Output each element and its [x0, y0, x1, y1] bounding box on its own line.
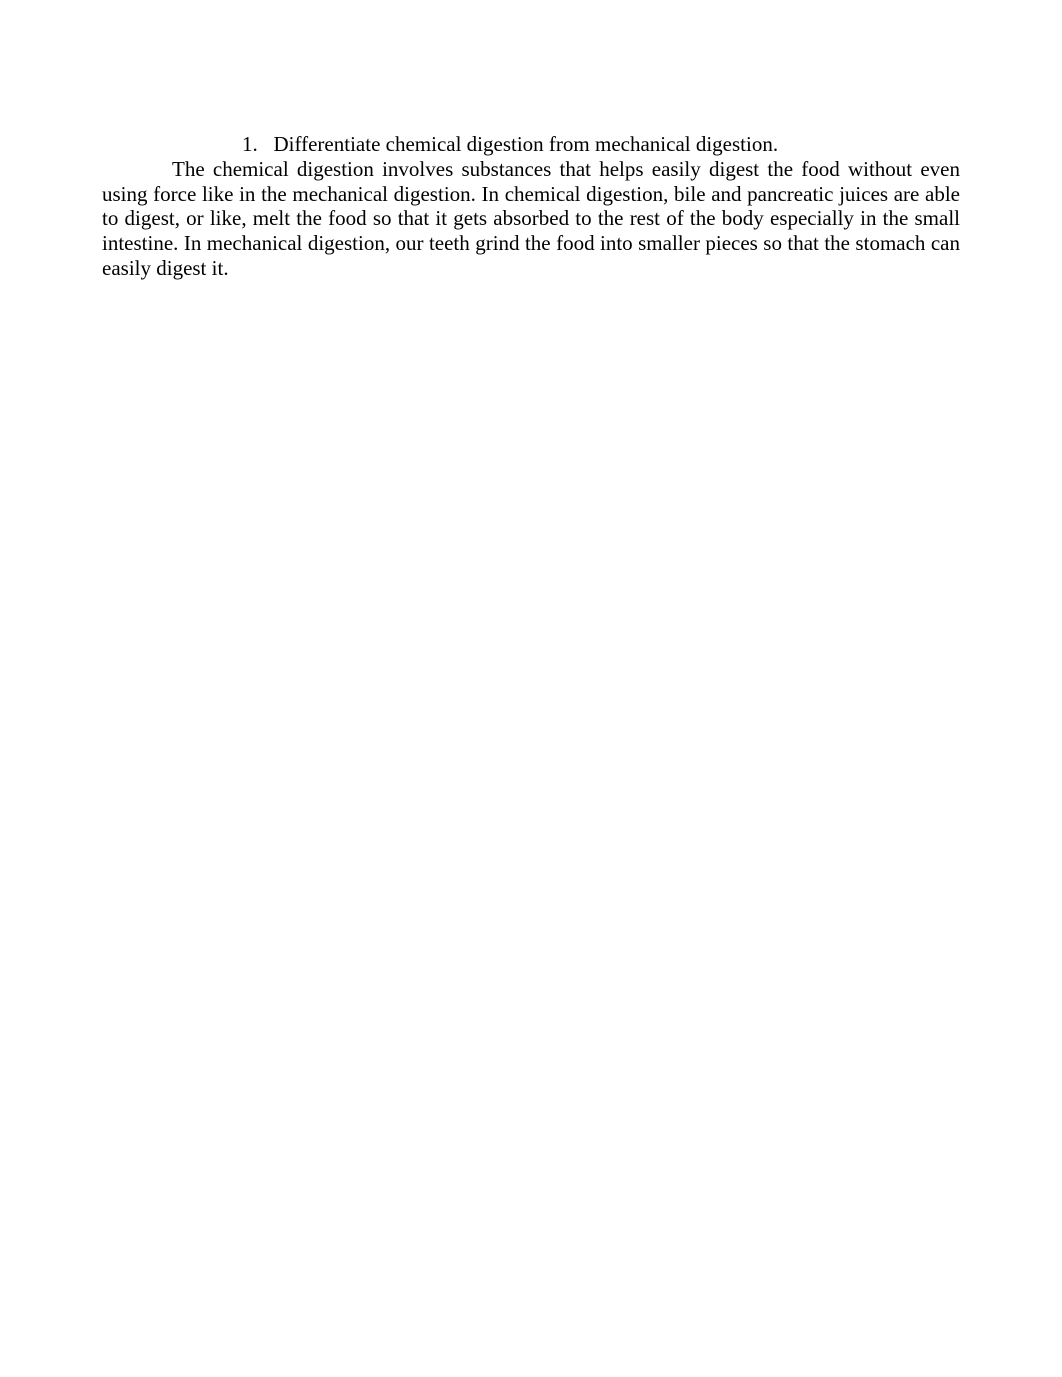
question-number: 1.	[242, 132, 258, 156]
question-line: 1. Differentiate chemical digestion from…	[102, 132, 960, 157]
question-text: Differentiate chemical digestion from me…	[274, 132, 779, 156]
document-page: 1. Differentiate chemical digestion from…	[0, 0, 1062, 1377]
answer-paragraph: The chemical digestion involves substanc…	[102, 157, 960, 281]
